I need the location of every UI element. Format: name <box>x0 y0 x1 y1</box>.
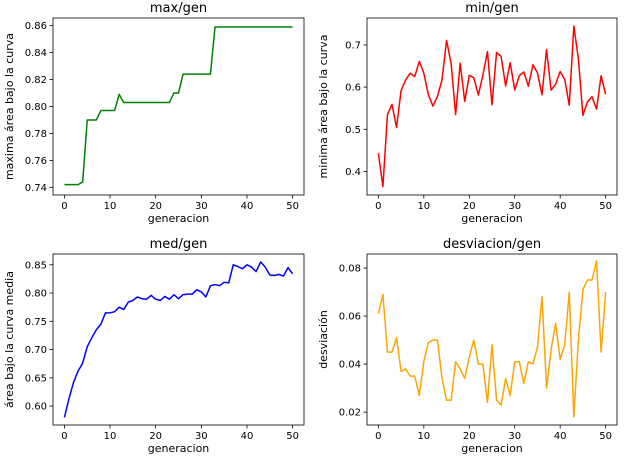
x-tick-label: 30 <box>508 431 521 442</box>
x-tick-label: 0 <box>61 431 67 442</box>
x-tick-label: 0 <box>375 431 381 442</box>
y-axis-label: minima área bajo la curva <box>317 35 330 179</box>
series-line <box>64 26 293 186</box>
x-tick-label: 40 <box>554 431 567 442</box>
y-tick-label: 0.02 <box>339 408 361 419</box>
y-tick-label: 0.82 <box>25 75 47 86</box>
x-tick-label: 50 <box>599 201 612 212</box>
chart-title: max/gen <box>150 1 207 16</box>
y-tick-label: 0.65 <box>25 373 47 384</box>
x-tick-label: 40 <box>241 201 254 212</box>
y-tick-label: 0.74 <box>25 183 47 194</box>
x-tick-label: 0 <box>375 201 381 212</box>
x-tick-label: 20 <box>149 201 162 212</box>
x-tick-label: 50 <box>286 431 299 442</box>
series-line <box>377 25 607 188</box>
y-tick-label: 0.6 <box>345 83 361 94</box>
x-axis-label: generacion <box>148 212 210 225</box>
y-tick-label: 0.4 <box>345 167 361 178</box>
x-tick-label: 30 <box>195 201 208 212</box>
x-tick-label: 30 <box>508 201 521 212</box>
y-axis-label: área bajo la curva media <box>3 271 16 408</box>
chart-title: med/gen <box>150 237 208 252</box>
x-tick-label: 0 <box>61 201 67 212</box>
chart-title: desviacion/gen <box>443 237 541 252</box>
y-tick-label: 0.7 <box>345 40 361 51</box>
chart-mean-per-generation: med/gen generacion área bajo la curva me… <box>3 237 305 455</box>
y-axis-label: desviación <box>317 310 330 369</box>
x-axis-label: generacion <box>148 442 210 455</box>
x-tick-label: 40 <box>241 431 254 442</box>
y-tick-label: 0.86 <box>25 21 47 32</box>
y-tick-label: 0.60 <box>25 402 47 413</box>
x-tick-label: 20 <box>463 201 476 212</box>
y-tick-label: 0.5 <box>345 125 361 136</box>
axes-frame <box>366 253 618 426</box>
x-axis-label: generacion <box>461 442 523 455</box>
series-line <box>63 261 294 418</box>
x-axis-label: generacion <box>461 212 523 225</box>
y-tick-label: 0.80 <box>25 102 47 113</box>
y-tick-label: 0.85 <box>25 260 47 271</box>
x-tick-label: 50 <box>286 201 299 212</box>
y-tick-label: 0.78 <box>25 129 47 140</box>
y-tick-label: 0.70 <box>25 345 47 356</box>
axes-frame <box>52 17 305 196</box>
chart-deviation-per-generation: desviacion/gen generacion desviación 0 10… <box>317 237 618 455</box>
x-tick-label: 30 <box>195 431 208 442</box>
axes-frame <box>366 17 618 196</box>
x-tick-label: 10 <box>104 201 117 212</box>
y-tick-label: 0.08 <box>339 264 361 275</box>
y-axis-label: maxima área bajo la curva <box>3 33 16 180</box>
x-tick-label: 20 <box>463 431 476 442</box>
chart-min-per-generation: min/gen generacion minima área bajo la c… <box>317 1 618 225</box>
chart-title: min/gen <box>465 1 518 16</box>
y-tick-label: 0.04 <box>339 360 361 371</box>
y-tick-label: 0.84 <box>25 48 47 59</box>
x-tick-label: 10 <box>417 431 430 442</box>
x-tick-label: 20 <box>149 431 162 442</box>
y-tick-label: 0.06 <box>339 312 361 323</box>
chart-max-per-generation: max/gen generacion maxima área bajo la c… <box>3 1 305 225</box>
y-tick-label: 0.76 <box>25 156 47 167</box>
x-tick-label: 10 <box>417 201 430 212</box>
axes-frame <box>52 253 305 426</box>
x-tick-label: 40 <box>554 201 567 212</box>
x-tick-label: 50 <box>599 431 612 442</box>
series-line <box>377 260 607 418</box>
y-tick-label: 0.75 <box>25 317 47 328</box>
x-tick-label: 10 <box>104 431 117 442</box>
y-tick-label: 0.80 <box>25 289 47 300</box>
